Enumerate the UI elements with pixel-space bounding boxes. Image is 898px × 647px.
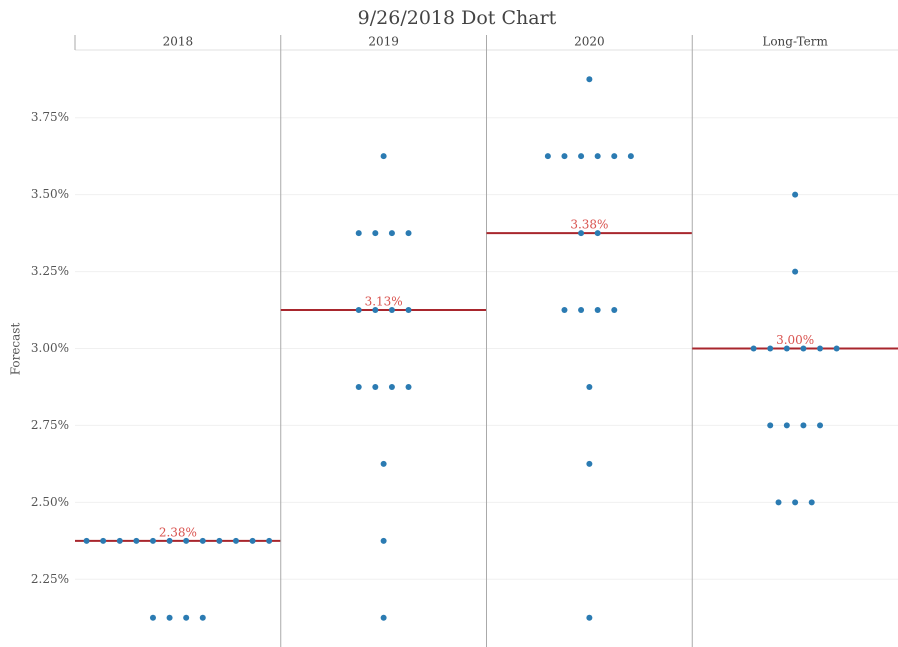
dot bbox=[380, 614, 387, 621]
dot bbox=[388, 383, 395, 390]
dot bbox=[372, 230, 379, 237]
dot bbox=[586, 383, 593, 390]
dot bbox=[166, 614, 173, 621]
dot bbox=[249, 537, 256, 544]
dot bbox=[183, 614, 190, 621]
chart-title: 9/26/2018 Dot Chart bbox=[358, 7, 557, 29]
median-label: 3.00% bbox=[776, 333, 814, 347]
dot bbox=[586, 614, 593, 621]
y-tick-label: 3.50% bbox=[31, 187, 69, 201]
dot bbox=[800, 345, 807, 352]
dot bbox=[578, 153, 585, 160]
dot bbox=[149, 537, 156, 544]
dot bbox=[372, 307, 379, 314]
dot bbox=[808, 499, 815, 506]
dot bbox=[216, 537, 223, 544]
dot bbox=[355, 307, 362, 314]
dot bbox=[183, 537, 190, 544]
dot bbox=[372, 383, 379, 390]
y-tick-label: 2.50% bbox=[31, 495, 69, 509]
y-tick-label: 3.25% bbox=[31, 264, 69, 278]
dot bbox=[783, 345, 790, 352]
y-tick-label: 2.75% bbox=[31, 418, 69, 432]
y-tick-label: 3.75% bbox=[31, 110, 69, 124]
dot bbox=[199, 537, 206, 544]
dot bbox=[561, 153, 568, 160]
panel-header: 2020 bbox=[574, 35, 605, 49]
dot bbox=[578, 307, 585, 314]
dot bbox=[83, 537, 90, 544]
y-axis-label: Forecast bbox=[9, 323, 23, 376]
dot bbox=[355, 230, 362, 237]
panel-header: 2019 bbox=[368, 35, 399, 49]
dot bbox=[199, 614, 206, 621]
dot bbox=[611, 153, 618, 160]
dot bbox=[792, 499, 799, 506]
dot bbox=[380, 460, 387, 467]
dot bbox=[586, 76, 593, 83]
dot bbox=[594, 230, 601, 237]
dot bbox=[594, 307, 601, 314]
dot bbox=[792, 191, 799, 198]
dot bbox=[544, 153, 551, 160]
dot bbox=[817, 422, 824, 429]
dot bbox=[405, 230, 412, 237]
dot bbox=[232, 537, 239, 544]
dot bbox=[750, 345, 757, 352]
dot bbox=[149, 614, 156, 621]
dot bbox=[767, 422, 774, 429]
dot bbox=[783, 422, 790, 429]
dot bbox=[388, 307, 395, 314]
dot bbox=[817, 345, 824, 352]
dot bbox=[594, 153, 601, 160]
dot bbox=[405, 383, 412, 390]
dot bbox=[380, 153, 387, 160]
panel-header: 2018 bbox=[163, 35, 194, 49]
dot bbox=[578, 230, 585, 237]
dot bbox=[166, 537, 173, 544]
median-label: 2.38% bbox=[159, 525, 197, 539]
y-tick-label: 3.00% bbox=[31, 341, 69, 355]
dot bbox=[586, 460, 593, 467]
dot bbox=[100, 537, 107, 544]
dot bbox=[792, 268, 799, 275]
dot bbox=[388, 230, 395, 237]
dot bbox=[355, 383, 362, 390]
dot bbox=[380, 537, 387, 544]
y-tick-label: 2.25% bbox=[31, 572, 69, 586]
dot bbox=[116, 537, 123, 544]
panel-header: Long-Term bbox=[762, 35, 828, 49]
dot bbox=[767, 345, 774, 352]
dot bbox=[611, 307, 618, 314]
median-label: 3.13% bbox=[365, 295, 403, 309]
dot bbox=[266, 537, 273, 544]
dot bbox=[775, 499, 782, 506]
median-label: 3.38% bbox=[570, 218, 608, 232]
dot bbox=[405, 307, 412, 314]
dot bbox=[627, 153, 634, 160]
dot bbox=[833, 345, 840, 352]
dot bbox=[561, 307, 568, 314]
dot bbox=[133, 537, 140, 544]
dot bbox=[800, 422, 807, 429]
